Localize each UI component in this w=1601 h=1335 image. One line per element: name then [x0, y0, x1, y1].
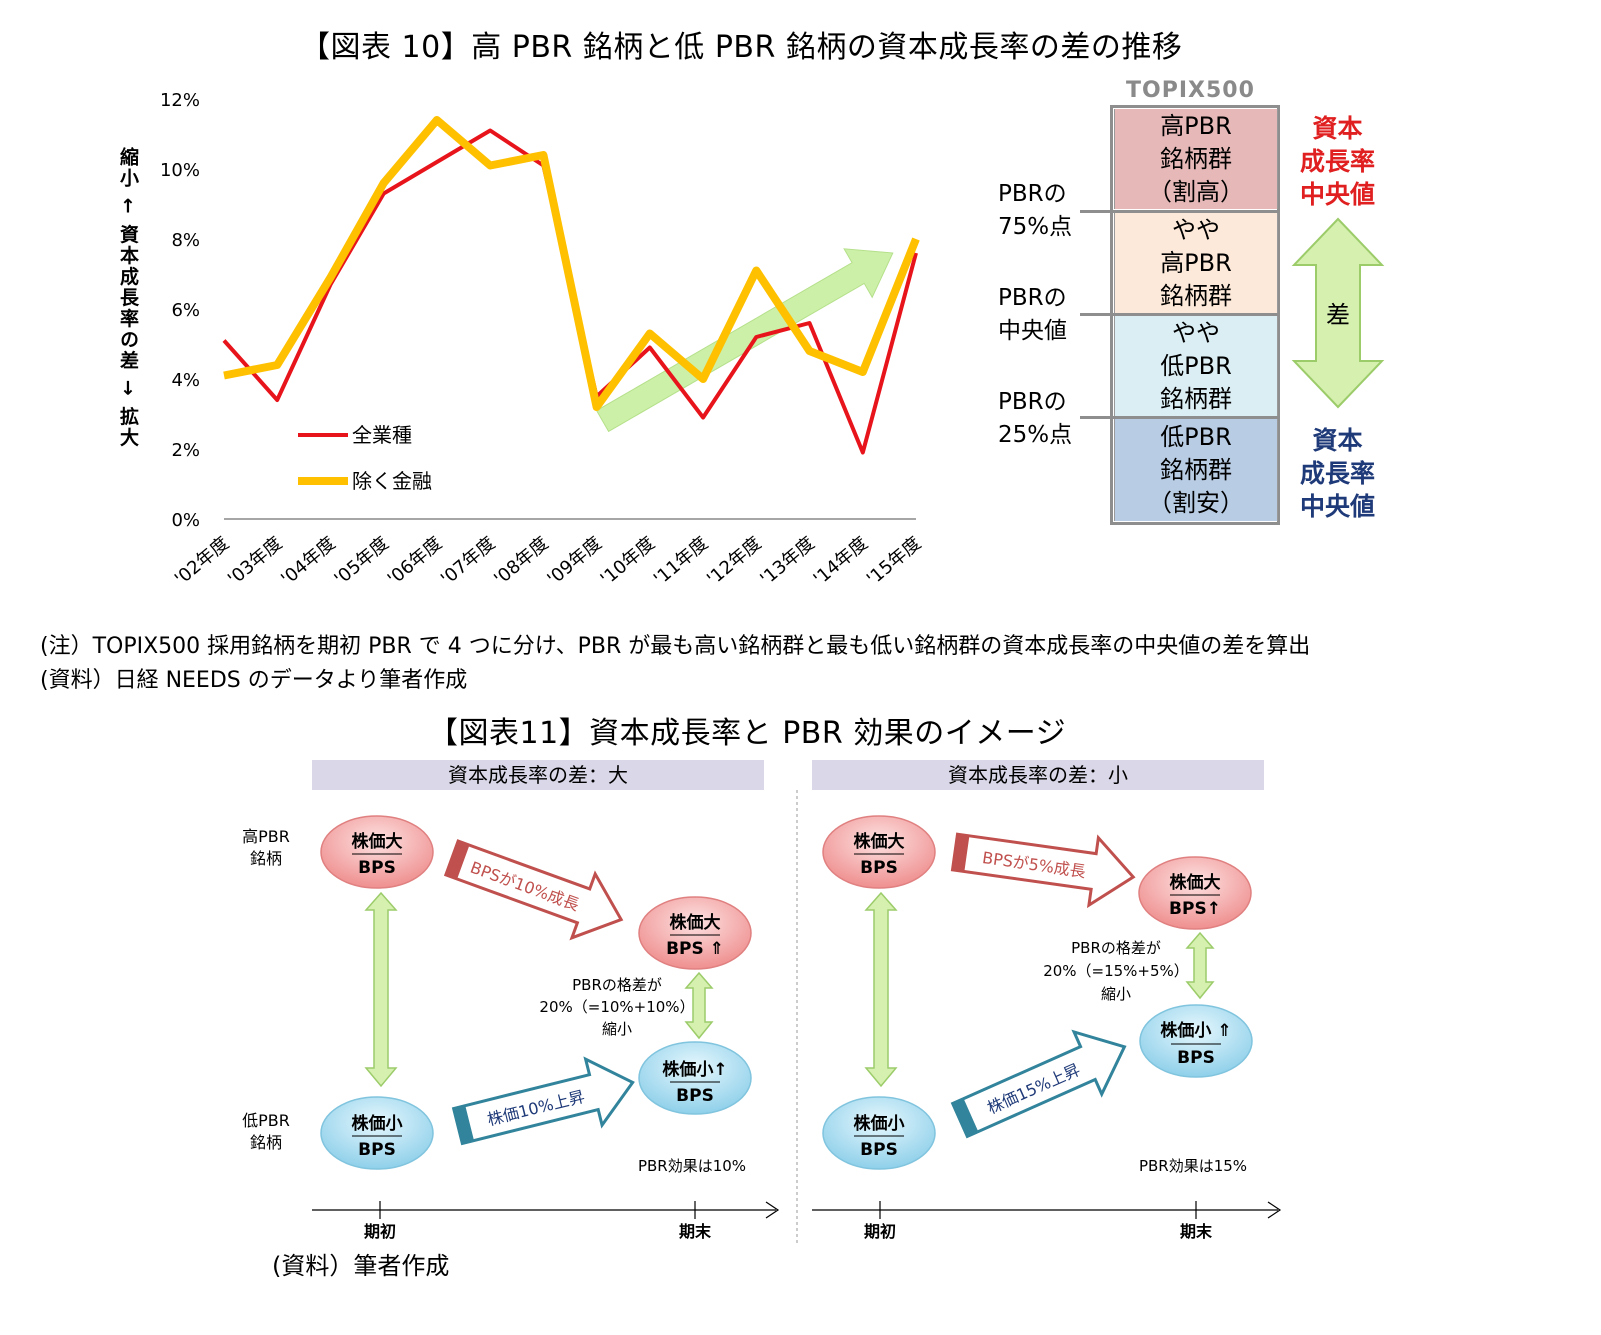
ellipse-high-end-right: 株価大 BPS↑ — [1138, 856, 1252, 930]
svg-text:BPS: BPS — [860, 1140, 898, 1160]
note-1: (注）TOPIX500 採用銘柄を期初 PBR で 4 つに分け、PBR が最も… — [40, 634, 1311, 659]
svg-text:BPS ⇑: BPS ⇑ — [666, 939, 724, 959]
divider-median — [1080, 313, 1280, 316]
gap-right-2: 20%（=15%+5%） — [1043, 962, 1189, 980]
row-label-high-1: 高PBR — [242, 827, 290, 846]
svg-text:株価大: 株価大 — [352, 831, 403, 852]
x-tick-label: '12年度 — [703, 533, 765, 590]
svg-text:BPS↑: BPS↑ — [1169, 899, 1221, 919]
x-tick-label: '05年度 — [330, 533, 392, 590]
x-tick-label: '14年度 — [810, 533, 872, 590]
line-chart: 0% 2% 4% 6% 8% 10% 12% '02年度'03年度'04年度'05年度'06… — [160, 90, 925, 590]
divider-25 — [1080, 416, 1280, 419]
label-pbr-75: PBRの 75%点 — [998, 181, 1073, 240]
svg-text:株価小↑: 株価小↑ — [662, 1059, 727, 1080]
red-arrow-right: BPSが5%成長 — [950, 832, 1136, 909]
svg-text:BPS: BPS — [860, 858, 898, 878]
blue-arrow-right: 株価15%上昇 — [950, 1029, 1127, 1139]
effect-left: PBR効果は10% — [638, 1157, 746, 1175]
x-tick-label: '09年度 — [543, 533, 605, 590]
panel-left-header: 資本成長率の差：大 — [312, 760, 764, 790]
note-2: (資料）日経 NEEDS のデータより筆者作成 — [40, 668, 468, 693]
y-tick-label: 12% — [160, 90, 200, 111]
gap-left-3: 縮小 — [602, 1020, 632, 1038]
gap-right-1: PBRの格差が — [1071, 939, 1161, 957]
tick-start-left: 期初 — [364, 1222, 396, 1241]
label-pbr-25: PBRの 25%点 — [998, 389, 1073, 448]
svg-text:BPS: BPS — [1177, 1048, 1215, 1068]
svg-text:株価小: 株価小 — [352, 1113, 403, 1134]
y-tick-label: 4% — [171, 370, 200, 391]
gap-left-1: PBRの格差が — [572, 976, 662, 994]
topix-label: TOPIX500 — [1126, 78, 1255, 103]
tick-end-right: 期末 — [1180, 1222, 1213, 1241]
row-label-high-2: 銘柄 — [250, 849, 282, 868]
pbr-effect-diagram: 高PBR 銘柄 低PBR 銘柄 株価大 BPS 株価小 BPS 株価大 BPS … — [242, 790, 1282, 1245]
box-mid-low-pbr: やや 低PBR 銘柄群 — [1114, 316, 1278, 416]
y-tick-label: 6% — [171, 300, 200, 321]
double-arrow-icon: 差 — [1291, 217, 1385, 409]
gap-left-2: 20%（=10%+10%） — [539, 998, 694, 1016]
row-label-low-1: 低PBR — [242, 1111, 290, 1130]
y-tick-label: 8% — [171, 230, 200, 251]
y-tick-label: 0% — [171, 510, 200, 531]
green-double-arrow-right — [864, 891, 898, 1088]
diff-label: 差 — [1326, 301, 1350, 329]
x-tick-label: '10年度 — [597, 533, 659, 590]
fig11-title: 【図表11】資本成長率と PBR 効果のイメージ — [428, 716, 1067, 751]
divider-75 — [1080, 210, 1280, 213]
ellipse-high-end-left: 株価大 BPS ⇑ — [638, 896, 752, 970]
green-small-arrow-left — [684, 971, 714, 1040]
effect-right: PBR効果は15% — [1139, 1157, 1247, 1175]
label-growth-median-bottom: 資本 成長率 中央値 — [1299, 426, 1375, 521]
svg-text:株価大: 株価大 — [1170, 872, 1221, 893]
svg-text:株価小: 株価小 — [854, 1113, 905, 1134]
ellipse-high-start-left: 株価大 BPS — [320, 815, 434, 889]
svg-text:株価小 ⇑: 株価小 ⇑ — [1160, 1020, 1231, 1041]
svg-text:株価大: 株価大 — [854, 831, 905, 852]
box-low-pbr: 低PBR 銘柄群 （割安） — [1114, 419, 1278, 521]
ellipse-low-end-left: 株価小↑ BPS — [638, 1041, 752, 1115]
x-tick-label: '08年度 — [490, 533, 552, 590]
svg-text:BPS: BPS — [676, 1086, 714, 1106]
ellipse-high-start-right: 株価大 BPS — [822, 815, 936, 889]
tick-end-left: 期末 — [679, 1222, 712, 1241]
green-double-arrow-left — [364, 891, 398, 1088]
legend-label-all: 全業種 — [352, 423, 412, 447]
ellipse-low-end-right: 株価小 ⇑ BPS — [1139, 1004, 1253, 1078]
x-tick-label: '03年度 — [224, 533, 286, 590]
blue-arrow-left: 株価10%上昇 — [451, 1056, 635, 1146]
red-arrow-left: BPSが10%成長 — [443, 839, 624, 941]
box-mid-high-pbr: やや 高PBR 銘柄群 — [1114, 213, 1278, 313]
gap-right-3: 縮小 — [1101, 985, 1131, 1003]
svg-text:BPS: BPS — [358, 858, 396, 878]
series-line-ex-fin — [223, 116, 920, 411]
y-tick-label: 2% — [171, 440, 200, 461]
green-small-arrow-right — [1185, 931, 1215, 1000]
fig10-title: 【図表 10】高 PBR 銘柄と低 PBR 銘柄の資本成長率の差の推移 — [300, 30, 1183, 65]
x-tick-label: '11年度 — [650, 533, 712, 590]
x-tick-label: '02年度 — [171, 533, 233, 590]
svg-text:株価大: 株価大 — [670, 912, 721, 933]
trend-arrow — [595, 248, 894, 433]
tick-start-right: 期初 — [864, 1222, 896, 1241]
x-tick-label: '15年度 — [863, 533, 925, 590]
legend-label-ex-fin: 除く金融 — [352, 469, 432, 493]
x-tick-label: '06年度 — [384, 533, 446, 590]
ellipse-low-start-right: 株価小 BPS — [822, 1096, 936, 1170]
x-tick-label: '04年度 — [277, 533, 339, 590]
ellipse-low-start-left: 株価小 BPS — [320, 1096, 434, 1170]
label-pbr-median: PBRの 中央値 — [998, 285, 1067, 344]
panel-right-header: 資本成長率の差：小 — [812, 760, 1264, 790]
label-growth-median-top: 資本 成長率 中央値 — [1299, 114, 1375, 209]
y-axis-label: 縮小 ← 資本成長率の差 → 拡大 — [117, 147, 139, 449]
x-tick-label: '13年度 — [756, 533, 818, 590]
fig11-source: (資料）筆者作成 — [272, 1252, 450, 1280]
svg-text:BPS: BPS — [358, 1140, 396, 1160]
x-tick-label: '07年度 — [437, 533, 499, 590]
row-label-low-2: 銘柄 — [250, 1133, 282, 1152]
box-high-pbr: 高PBR 銘柄群 （割高） — [1114, 109, 1278, 209]
y-tick-label: 10% — [160, 160, 200, 181]
